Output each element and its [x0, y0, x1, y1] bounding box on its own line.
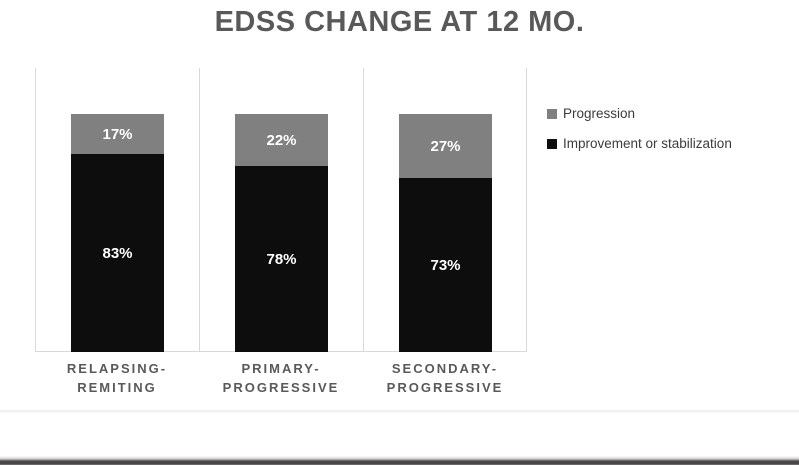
- legend-item-improvement-or-stabilization: Improvement or stabilization: [547, 136, 732, 151]
- legend-item-progression: Progression: [547, 106, 732, 121]
- legend-swatch-icon: [547, 138, 557, 149]
- legend-label: Improvement or stabilization: [563, 136, 732, 151]
- category-label-primary-progressive: PRIMARY- PROGRESSIVE: [222, 361, 340, 395]
- stacked-bar-relapsing-remiting: 17% 83%: [71, 114, 164, 352]
- category-label-relapsing-remiting: RELAPSING- REMITING: [66, 361, 168, 395]
- data-label: 78%: [266, 250, 297, 268]
- category-divider-line: [363, 68, 364, 352]
- bottom-frame-bar: [0, 456, 799, 465]
- data-label: 73%: [430, 256, 461, 274]
- legend-label: Progression: [563, 106, 636, 121]
- legend: Progression Improvement or stabilization: [547, 106, 732, 151]
- slide-divider-line: [0, 410, 799, 413]
- stacked-bar-primary-progressive: 22% 78%: [235, 114, 328, 352]
- bar-segment-improvement-or-stabilization: 78%: [235, 166, 328, 352]
- category-divider-line: [35, 68, 36, 352]
- category-label-secondary-progressive: SECONDARY- PROGRESSIVE: [386, 361, 504, 395]
- chart-title: EDSS CHANGE AT 12 MO.: [214, 6, 585, 38]
- data-label: 83%: [102, 244, 133, 262]
- bar-segment-progression: 27%: [399, 114, 492, 179]
- bar-segment-improvement-or-stabilization: 83%: [71, 154, 164, 352]
- bar-segment-progression: 17%: [71, 114, 164, 155]
- data-label: 22%: [266, 131, 297, 149]
- stacked-bar-secondary-progressive: 27% 73%: [399, 114, 492, 352]
- data-label: 27%: [430, 137, 461, 155]
- plot-area: 17% 83% RELAPSING- REMITING 22% 78% PRIMARY- …: [35, 68, 527, 395]
- bar-segment-improvement-or-stabilization: 73%: [399, 178, 492, 352]
- legend-swatch-icon: [547, 108, 557, 119]
- data-label: 17%: [102, 125, 133, 143]
- bar-segment-progression: 22%: [235, 114, 328, 167]
- category-divider-line: [199, 68, 200, 352]
- category-divider-line: [526, 68, 527, 352]
